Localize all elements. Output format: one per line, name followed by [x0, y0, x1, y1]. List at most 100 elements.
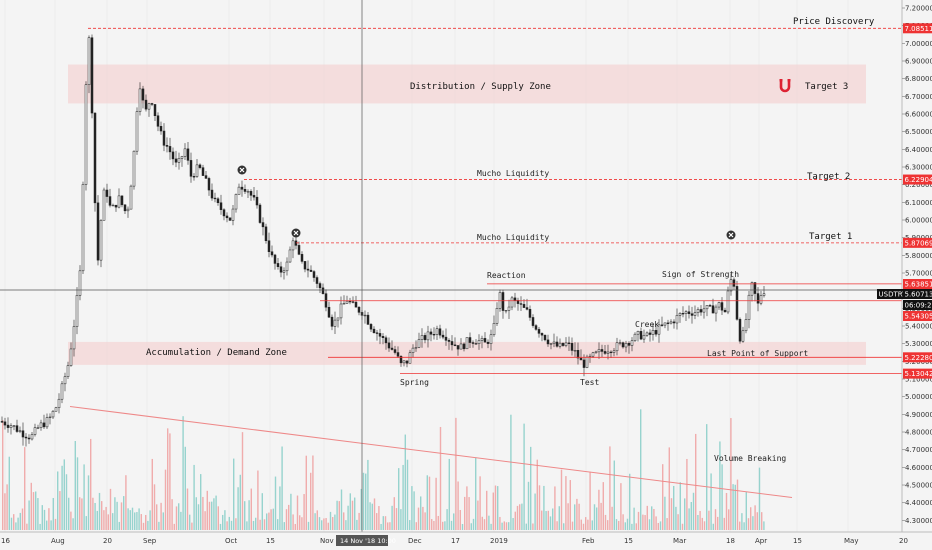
- time-axis[interactable]: [0, 532, 932, 550]
- volume-bar: [294, 523, 296, 530]
- volume-bar: [340, 489, 343, 530]
- candle-body: [177, 158, 181, 163]
- volume-bar: [239, 474, 241, 530]
- volume-bar: [118, 521, 120, 530]
- price-tick-label: 6.30000: [905, 164, 932, 172]
- volume-bar: [677, 514, 679, 530]
- candle-body: [438, 328, 442, 336]
- volume-bar: [512, 518, 514, 530]
- candle-body: [600, 349, 604, 352]
- volume-bar: [112, 513, 114, 530]
- candle-body: [492, 323, 496, 336]
- price-tick-label: 6.20000: [905, 181, 932, 189]
- volume-bar: [692, 492, 695, 530]
- volume-bar: [701, 517, 703, 530]
- candle-body: [111, 204, 115, 207]
- candle-body: [429, 331, 433, 335]
- volume-bar: [413, 491, 415, 530]
- candle-body: [372, 328, 376, 333]
- candle-body: [351, 301, 355, 303]
- price-tag-text: 7.08511: [905, 25, 932, 33]
- candle-body: [579, 357, 583, 361]
- candle-body: [558, 342, 562, 347]
- volume-bar: [455, 417, 457, 530]
- volume-bar: [527, 481, 530, 530]
- candle-body: [453, 344, 457, 346]
- target3-label: Target 3: [805, 82, 848, 92]
- volume-bar: [554, 486, 556, 530]
- candle-body: [585, 356, 589, 368]
- volume-bar: [679, 482, 681, 530]
- volume-bar: [70, 511, 72, 530]
- candle-body: [45, 417, 49, 428]
- candle-body: [411, 347, 415, 353]
- time-tick-label: 20: [899, 537, 908, 545]
- volume-bar: [459, 509, 461, 530]
- candle-body: [240, 186, 244, 190]
- candle-body: [123, 204, 127, 212]
- volume-breaking-label: Volume Breaking: [714, 454, 786, 463]
- volume-bar: [125, 475, 127, 530]
- candle-body: [114, 204, 118, 208]
- candle-body: [171, 151, 175, 160]
- price-tag-level: [903, 174, 932, 185]
- volume-bars: [2, 409, 765, 530]
- volume-bar: [356, 519, 358, 530]
- candle-body: [708, 305, 712, 307]
- candle-body: [150, 103, 154, 105]
- candle-body: [582, 359, 586, 368]
- volume-bar: [105, 506, 107, 530]
- candle-body: [363, 314, 367, 317]
- volume-bar: [266, 513, 268, 530]
- candle-body: [474, 343, 478, 345]
- candle-body: [462, 343, 466, 350]
- candle-body: [540, 333, 544, 336]
- volume-bar: [549, 516, 552, 530]
- candle-body: [96, 202, 100, 261]
- candle-body: [63, 376, 67, 385]
- volume-bar: [153, 484, 156, 530]
- price-tag-text: 5.60713: [905, 291, 932, 299]
- volume-bar: [708, 510, 710, 530]
- candle-body: [309, 269, 313, 272]
- volume-bar: [235, 518, 237, 530]
- liquidity-label-lower: Mucho Liquidity: [477, 233, 549, 242]
- candle-body: [654, 330, 658, 335]
- volume-bar: [666, 518, 668, 530]
- price-tag-timer: [903, 300, 932, 310]
- volume-bar: [290, 493, 292, 530]
- candle-body: [576, 350, 580, 359]
- volume-bar: [307, 521, 310, 530]
- candle-body: [306, 268, 310, 271]
- volume-bar: [274, 476, 277, 530]
- candle-body: [405, 360, 409, 364]
- candle-body: [684, 311, 688, 314]
- volume-bar: [314, 513, 316, 530]
- volume-bar: [699, 510, 701, 530]
- volume-bar: [719, 441, 721, 530]
- candle-body: [573, 350, 577, 352]
- price-tag-level: [903, 237, 932, 248]
- volume-bar: [83, 464, 85, 530]
- volume-bar: [756, 512, 758, 530]
- volume-bar: [296, 495, 299, 530]
- candle-body: [225, 215, 229, 219]
- candle-body: [219, 202, 223, 210]
- candle-body: [165, 145, 169, 147]
- volume-bar: [351, 500, 354, 530]
- price-axis[interactable]: [902, 0, 932, 550]
- candle-body: [531, 317, 535, 326]
- volume-bar: [494, 485, 497, 530]
- candle-body: [402, 360, 406, 364]
- price-tick-label: 4.60000: [905, 464, 932, 472]
- volume-bar: [387, 522, 389, 530]
- candle-body: [60, 383, 64, 400]
- volume-bar: [541, 510, 543, 530]
- volume-bar: [367, 459, 369, 530]
- volume-bar: [629, 473, 631, 530]
- volume-bar: [444, 521, 446, 530]
- volume-bar: [668, 447, 670, 530]
- candle-body: [606, 351, 610, 354]
- volume-bar: [299, 515, 301, 530]
